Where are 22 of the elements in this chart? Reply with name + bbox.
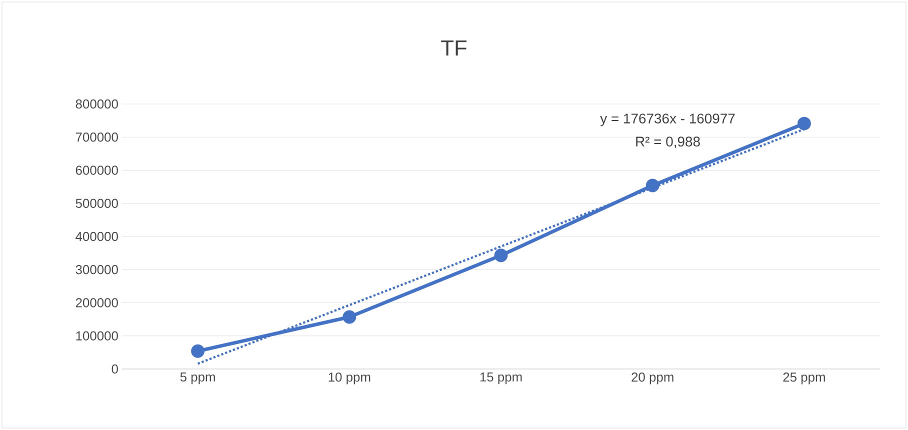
annotation: y = 176736x - 160977: [600, 114, 735, 126]
y-tick-label: 700000: [76, 132, 118, 142]
y-tick-label: 400000: [76, 232, 118, 242]
x-tick-label: 5 ppm: [180, 372, 215, 384]
x-tick-label: 20 ppm: [632, 372, 674, 384]
annotation: R² = 0,988: [636, 136, 700, 148]
point: [797, 116, 811, 130]
x-tick-label: 10 ppm: [328, 372, 370, 384]
point: [342, 310, 356, 324]
y-tick-label: 100000: [76, 331, 118, 340]
y-tick-label: 500000: [76, 198, 118, 208]
y-tick-label: 300000: [76, 265, 118, 274]
point: [494, 248, 508, 262]
point: [646, 178, 660, 192]
y-tick-label: 200000: [76, 298, 118, 308]
point: [191, 344, 205, 358]
y-tick-label: 0: [112, 364, 118, 374]
chart-title: TF: [441, 40, 467, 56]
x-tick-label: 15 ppm: [480, 372, 522, 384]
y-tick-label: 800000: [76, 99, 118, 109]
y-tick-label: 600000: [76, 166, 118, 175]
x-tick-label: 25 ppm: [783, 372, 825, 384]
